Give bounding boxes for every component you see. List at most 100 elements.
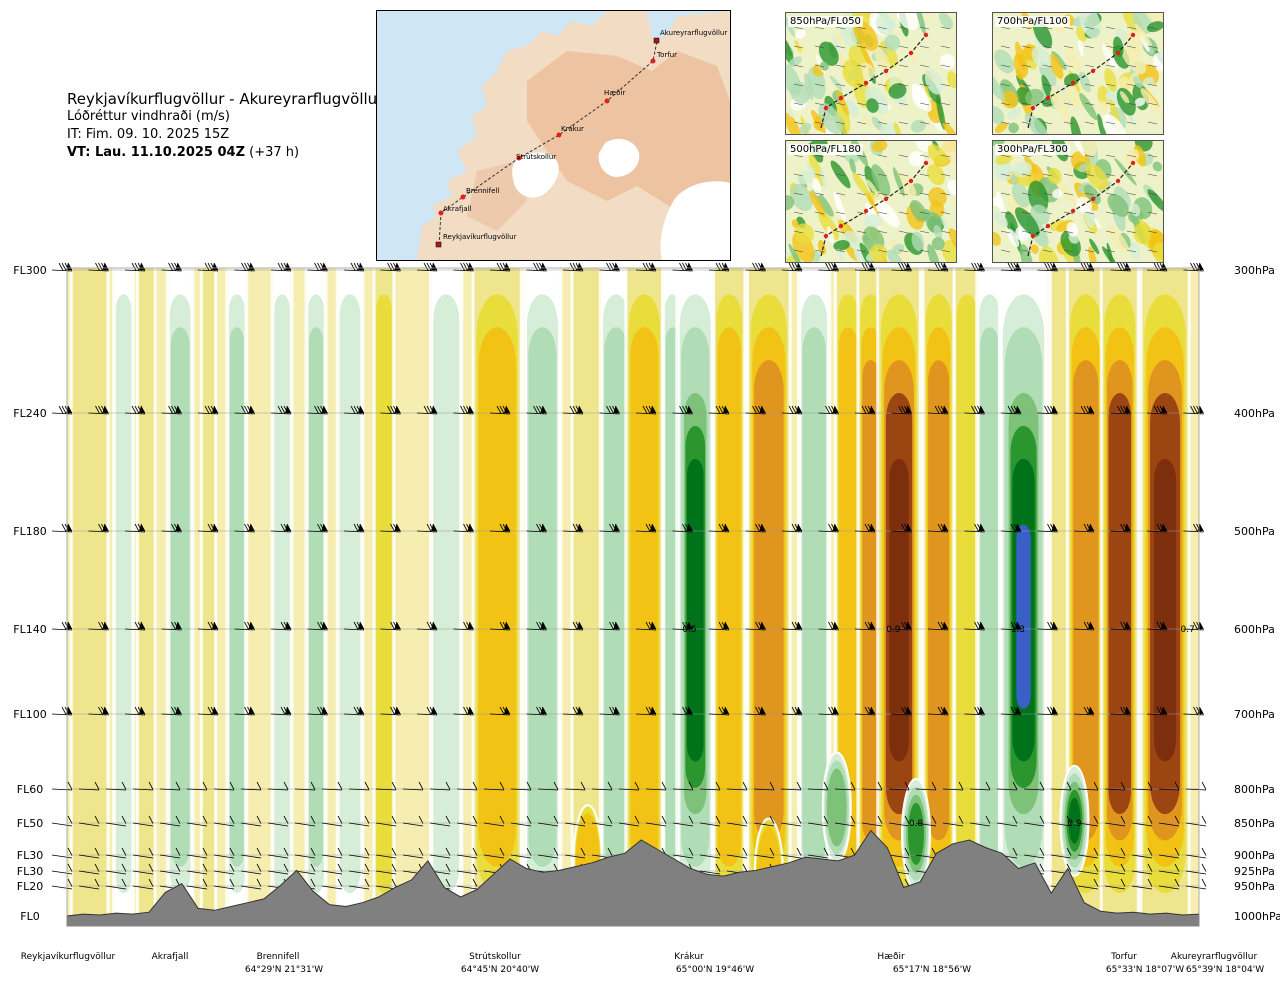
flight-level-label: FL30	[17, 849, 43, 862]
thumbnail-blob	[1049, 87, 1069, 114]
pressure-level-label: 300hPa	[1234, 264, 1275, 277]
thumbnail-blob	[1052, 188, 1063, 199]
thumbnail-barb	[1000, 121, 1011, 125]
wind-barb	[307, 621, 328, 631]
wind-barb	[1146, 523, 1168, 533]
wind-barb	[1110, 621, 1131, 631]
wind-barb	[380, 621, 401, 631]
wind-barb	[854, 621, 876, 631]
waypoint-marker-strutskollur	[516, 155, 522, 161]
valid-time-offset: (+37 h)	[249, 145, 300, 160]
thumbnail-barb	[835, 173, 846, 177]
thumbnail-blob	[811, 109, 826, 134]
thumbnail-barb	[1084, 45, 1095, 49]
wind-barb	[213, 863, 235, 875]
thumbnail-barb	[877, 64, 888, 68]
wind-barb	[1131, 815, 1153, 827]
field-contour	[838, 327, 858, 867]
thumbnail-barb	[940, 211, 951, 215]
thumbnail-barb	[1147, 45, 1158, 49]
thumbnail-barb	[1126, 154, 1137, 158]
wind-barb	[699, 847, 721, 859]
value-annotation: 1.3	[1011, 625, 1025, 635]
field-contour	[308, 327, 324, 867]
thumbnail-barb	[1063, 211, 1074, 215]
thumbnail-blob	[833, 191, 847, 223]
thumbnail-barb	[919, 121, 930, 125]
thumbnail-barb	[1021, 249, 1032, 253]
wind-barb	[186, 781, 208, 791]
thumbnail-barb	[1042, 230, 1053, 234]
thumbnail-blob	[788, 243, 805, 262]
thumbnail-blob	[893, 122, 901, 134]
thumbnail-500hpa[interactable]: 500hPa/FL180	[785, 140, 957, 263]
thumbnail-blob	[1064, 73, 1080, 87]
wind-barb	[124, 405, 146, 415]
thumbnail-barb	[856, 26, 867, 30]
thumbnail-barb	[1084, 192, 1095, 196]
pressure-level-label: 800hPa	[1234, 783, 1275, 796]
waypoint-marker-reykjavik	[435, 241, 442, 248]
thumbnail-blob	[1140, 88, 1162, 117]
wind-barb	[672, 815, 694, 827]
thumbnail-blob	[1096, 100, 1108, 112]
thumbnail-blob	[1038, 246, 1059, 262]
route-waypoints	[435, 37, 660, 248]
thumbnail-barb	[1147, 192, 1158, 196]
thumbnail-300hpa[interactable]: 300hPa/FL300	[992, 140, 1164, 263]
wind-barb	[1185, 781, 1207, 791]
value-annotation: 0.9	[886, 625, 901, 635]
wind-barb	[456, 847, 478, 859]
wind-barb	[672, 621, 693, 631]
wind-barb	[321, 815, 343, 827]
thumbnail-barb	[940, 154, 951, 158]
wind-barb	[635, 706, 657, 716]
thumbnail-700hpa[interactable]: 700hPa/FL100	[992, 12, 1164, 135]
wind-barb	[343, 621, 365, 631]
thumbnail-blob	[887, 249, 905, 262]
thumbnail-barb	[1105, 83, 1116, 87]
thumbnail-waypoint	[1070, 80, 1076, 86]
wind-barb	[1037, 706, 1058, 716]
thumbnail-barb	[1021, 64, 1032, 68]
thumbnail-barb	[898, 211, 909, 215]
thumbnail-barb	[1042, 192, 1053, 196]
wind-barb	[159, 847, 181, 859]
thumbnail-barb	[1126, 121, 1137, 125]
wind-barb	[753, 847, 775, 859]
wind-barb	[1104, 815, 1126, 827]
thumbnail-barb	[940, 45, 951, 49]
thumbnail-barb	[877, 211, 888, 215]
wind-barb	[1158, 815, 1180, 827]
wind-barb	[270, 621, 292, 631]
wind-barb	[818, 621, 839, 631]
wind-barb	[891, 523, 912, 533]
wind-barb	[343, 405, 365, 415]
wind-barb	[124, 706, 146, 716]
waypoint-labels: Akureyrarflugvöllur Torfur Hæðir Krákur …	[443, 29, 727, 241]
wind-barb	[429, 815, 451, 827]
wind-barb	[818, 405, 839, 415]
thumbnail-barb	[835, 26, 846, 30]
thumbnail-barb	[898, 45, 909, 49]
thumbnail-blob	[931, 237, 945, 251]
thumbnail-850hpa[interactable]: 850hPa/FL050	[785, 12, 957, 135]
wind-barb	[745, 706, 766, 716]
thumbnail-blob	[1083, 184, 1101, 205]
thumbnail-blob	[872, 141, 888, 152]
thumbnail-blob	[1107, 193, 1129, 217]
thumbnail-blob	[791, 219, 799, 229]
wind-barb	[51, 847, 73, 859]
wind-barb	[537, 781, 559, 791]
thumbnail-map	[993, 141, 1163, 262]
thumbnail-barb	[814, 121, 825, 125]
thumbnail-barb	[835, 230, 846, 234]
value-annotation: 0.8	[909, 819, 924, 829]
wind-barb	[635, 621, 657, 631]
thumbnail-blob	[862, 114, 873, 128]
thumbnail-barb	[1105, 154, 1116, 158]
thumbnail-barb	[1021, 26, 1032, 30]
thumbnail-waypoint	[1130, 32, 1136, 38]
wind-barb	[891, 621, 912, 631]
wind-barb	[456, 863, 478, 875]
